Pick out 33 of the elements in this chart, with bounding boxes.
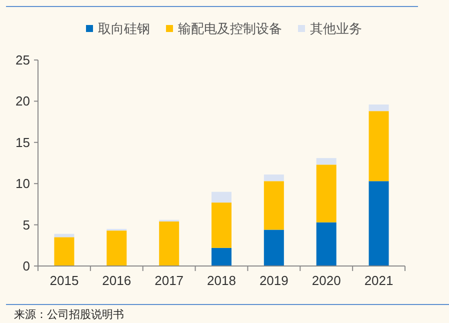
bar [159,222,180,266]
bar [264,174,284,182]
bar [212,248,232,266]
y-tick-label: 20 [16,94,30,109]
bar [212,192,232,203]
bar [368,181,389,266]
y-tick-label: 0 [22,258,30,274]
y-tick-label: 10 [16,176,30,192]
legend-label: 输配电及控制设备 [178,22,282,37]
bar [54,234,74,238]
legend-label: 其他业务 [310,22,362,37]
x-tick-label: 2020 [312,273,341,288]
source-note: 来源：公司招股说明书 [14,308,124,321]
bar [316,158,336,165]
bar [264,181,284,230]
x-tick-label: 2015 [50,273,79,288]
y-tick-label: 5 [22,217,30,232]
bar [106,230,127,266]
x-tick-label: 2017 [154,273,184,288]
legend-label: 取向硅钢 [98,22,150,37]
bar [264,230,284,266]
y-tick-label: 25 [16,52,30,68]
bar [54,237,74,266]
bar [212,202,232,248]
bar [368,104,389,112]
y-tick-label: 15 [16,134,30,150]
x-tick-label: 2018 [207,273,236,288]
bar [316,164,336,222]
x-tick-label: 2019 [259,273,288,288]
bar [316,222,336,266]
x-tick-label: 2016 [102,273,132,288]
bar [368,111,389,182]
x-tick-label: 2021 [364,273,394,288]
